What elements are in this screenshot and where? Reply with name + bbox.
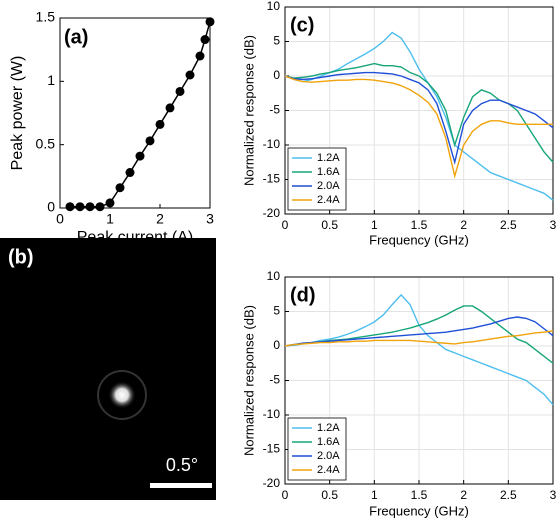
ring — [97, 370, 147, 420]
scale-label: 0.5° — [166, 455, 198, 475]
marker — [185, 70, 195, 80]
legend-label: 2.4A — [317, 464, 340, 476]
y-tick-label: -10 — [263, 137, 281, 151]
panel-label: (a) — [64, 26, 88, 48]
x-axis-label: Frequency (GHz) — [369, 503, 469, 518]
panel-label: (c) — [290, 14, 314, 36]
y-tick-label: -20 — [263, 206, 281, 220]
y-tick-label: 0 — [273, 68, 280, 82]
marker — [135, 151, 145, 161]
plot-frame — [284, 6, 554, 215]
legend-label: 1.2A — [317, 152, 340, 164]
panel-label: (b) — [8, 246, 34, 268]
marker — [175, 86, 185, 96]
x-tick-label: 3 — [550, 218, 556, 232]
y-tick-label: -5 — [269, 373, 280, 387]
legend-label: 1.2A — [317, 422, 340, 434]
data-line — [70, 21, 211, 208]
panel-label: (d) — [290, 284, 316, 306]
x-tick-label: 3 — [206, 211, 214, 227]
y-tick-label: 0.5 — [36, 135, 56, 151]
x-tick-label: 1 — [371, 488, 378, 502]
x-axis-label: Frequency (GHz) — [369, 232, 469, 247]
marker — [165, 103, 175, 113]
y-tick-label: -10 — [263, 407, 281, 421]
y-axis-label: Peak power (W) — [9, 56, 26, 171]
y-tick-label: 0 — [47, 199, 55, 215]
x-axis-label: Peak current (A) — [77, 229, 193, 246]
data-line — [284, 316, 554, 347]
y-axis-label: Normalized response (dB) — [241, 35, 256, 186]
beam-image — [0, 238, 216, 500]
x-tick-label: 2 — [460, 218, 467, 232]
data-line — [284, 71, 554, 166]
y-tick-label: -5 — [269, 103, 280, 117]
marker — [125, 168, 135, 178]
x-tick-label: 2.5 — [500, 218, 517, 232]
y-tick-label: 5 — [273, 34, 280, 48]
x-tick-label: 1.5 — [411, 488, 428, 502]
marker — [200, 35, 210, 45]
marker — [75, 202, 85, 212]
y-tick-label: 1 — [47, 72, 55, 88]
x-tick-label: 3 — [550, 488, 556, 502]
x-tick-label: 1.5 — [411, 218, 428, 232]
marker — [205, 17, 215, 27]
y-tick-label: 10 — [267, 0, 281, 13]
marker — [155, 119, 165, 129]
data-line — [284, 75, 553, 179]
y-tick-label: -20 — [263, 476, 281, 490]
plot-frame — [59, 17, 211, 209]
y-tick-label: 0 — [273, 338, 280, 352]
x-tick-label: 0.5 — [321, 488, 338, 502]
x-tick-label: 0 — [282, 218, 289, 232]
plot-frame — [284, 276, 554, 485]
marker — [65, 202, 75, 212]
scale-bar — [150, 483, 212, 488]
x-tick-label: 1 — [106, 211, 114, 227]
x-tick-label: 0 — [56, 211, 64, 227]
legend-label: 2.4A — [317, 194, 340, 206]
marker — [115, 183, 125, 193]
x-tick-label: 2 — [460, 488, 467, 502]
y-axis-label: Normalized response (dB) — [241, 305, 256, 456]
marker — [85, 202, 95, 212]
y-tick-label: -15 — [263, 172, 281, 186]
x-tick-label: 0.5 — [321, 218, 338, 232]
y-tick-label: 5 — [273, 304, 280, 318]
x-tick-label: 0 — [282, 488, 289, 502]
marker — [95, 202, 105, 212]
y-tick-label: 10 — [267, 269, 281, 283]
marker — [105, 198, 115, 208]
x-tick-label: 1 — [371, 218, 378, 232]
x-tick-label: 2.5 — [500, 488, 517, 502]
legend-label: 1.6A — [317, 166, 340, 178]
legend-label: 2.0A — [317, 450, 340, 462]
legend-label: 2.0A — [317, 180, 340, 192]
marker — [195, 51, 205, 61]
y-tick-label: -15 — [263, 442, 281, 456]
legend-label: 1.6A — [317, 436, 340, 448]
x-tick-label: 2 — [156, 211, 164, 227]
spot — [108, 381, 136, 409]
data-line — [284, 330, 554, 347]
y-tick-label: 1.5 — [36, 9, 56, 25]
marker — [145, 136, 155, 146]
